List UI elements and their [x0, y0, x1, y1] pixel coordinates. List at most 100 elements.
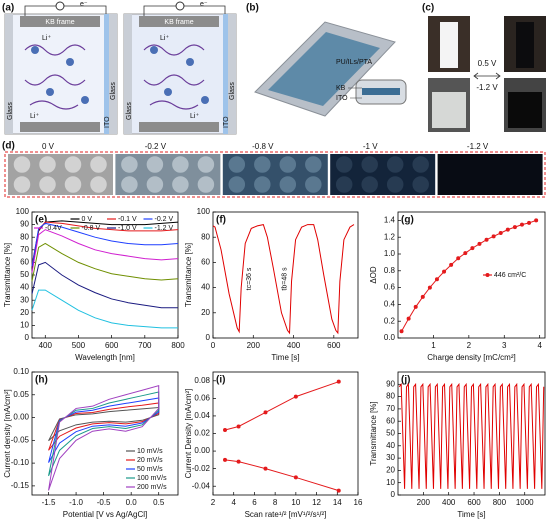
legend-label: -0.1 V — [118, 216, 137, 223]
legend-label: 446 cm²/C — [494, 272, 526, 279]
dish — [88, 174, 109, 195]
x-tick-label: 2 — [211, 498, 216, 507]
x-tick-label: 14 — [333, 498, 342, 507]
marker — [442, 269, 447, 274]
marker — [527, 220, 532, 225]
y-tick-label: 0.06 — [194, 393, 210, 402]
y-tick-label: 80 — [20, 232, 29, 241]
panel-label: (h) — [35, 375, 48, 386]
y-tick-label: 0.00 — [194, 446, 210, 455]
glass — [5, 14, 13, 134]
dish — [63, 174, 83, 195]
x-tick-label: -1.5 — [42, 498, 56, 507]
y-tick-label: 20 — [201, 308, 210, 317]
kb-bar — [139, 16, 219, 27]
marker — [336, 379, 341, 384]
y-tick-label: 20 — [386, 466, 395, 475]
photo-beaker — [508, 92, 542, 128]
y-tick-label: 50 — [386, 429, 395, 438]
marker — [449, 262, 454, 267]
x-tick-label: 6 — [252, 498, 257, 507]
y-tick-label: 90 — [20, 220, 29, 229]
y-tick-label: 30 — [20, 295, 29, 304]
y-tick-label: 0.10 — [13, 367, 29, 376]
marker — [263, 410, 268, 415]
x-tick-label: 0.0 — [126, 498, 138, 507]
panel-d: (d) — [2, 141, 546, 198]
voltage-label: 0 V — [42, 142, 55, 151]
marker — [427, 285, 432, 290]
x-axis-label: Time [s] — [271, 353, 299, 362]
dish — [252, 154, 273, 175]
y-tick-label: 0.6 — [384, 283, 396, 292]
y-tick-label: 60 — [386, 416, 395, 425]
y-tick-label: 50 — [20, 270, 29, 279]
series-line — [212, 224, 355, 335]
voltage-label: -1.2 V — [476, 83, 498, 92]
y-tick-label: 0.2 — [384, 316, 396, 325]
marker — [420, 294, 425, 299]
dish — [12, 154, 32, 175]
marker — [236, 459, 241, 464]
dish — [63, 154, 83, 175]
y-tick-label: 70 — [20, 245, 29, 254]
panel-label: (c) — [422, 3, 434, 14]
x-tick-label: 8 — [273, 498, 278, 507]
dish — [278, 154, 298, 175]
kb-label: KB frame — [45, 19, 74, 26]
photo-beaker — [432, 92, 466, 128]
panel-label: (f) — [216, 215, 226, 226]
plot-frame — [397, 211, 546, 339]
dish — [278, 174, 298, 195]
marker — [293, 394, 298, 399]
voltage-label: -1 V — [363, 142, 378, 151]
panel-label: (b) — [246, 3, 259, 14]
y-tick-label: -0.05 — [11, 435, 30, 444]
y-axis-label: Current Density [mA/cm²] — [184, 389, 193, 479]
kb-label: KB frame — [164, 19, 193, 26]
dish — [196, 154, 216, 175]
marker — [491, 234, 496, 239]
panel-label: (d) — [2, 141, 15, 152]
dish — [303, 174, 324, 195]
y-tick-label: 0 — [25, 333, 30, 342]
series-line — [31, 242, 179, 282]
cell-box — [4, 13, 118, 135]
y-tick-label: 0 — [391, 490, 396, 499]
y-tick-label: 70 — [386, 404, 395, 413]
x-tick-label: -1.0 — [69, 498, 83, 507]
y-tick-label: 0.02 — [194, 429, 210, 438]
dish — [119, 154, 140, 175]
marker — [413, 304, 418, 309]
y-tick-label: 20 — [20, 308, 29, 317]
marker — [456, 256, 461, 261]
y-tick-label: 100 — [16, 207, 30, 216]
panel-label: (j) — [401, 375, 410, 386]
voltage-label: -0.8 V — [252, 142, 274, 151]
kb-label: KB — [336, 85, 346, 92]
marker — [399, 329, 404, 334]
dish — [227, 174, 247, 195]
legend-label: 10 mV/s — [137, 448, 163, 455]
x-tick-label: 700 — [138, 341, 152, 350]
glass-label: Glass — [126, 102, 133, 120]
legend-label: 200 mV/s — [137, 484, 167, 491]
photo-film — [516, 22, 534, 68]
y-tick-label: 80 — [201, 232, 210, 241]
marker — [236, 424, 241, 429]
glass — [109, 14, 117, 134]
dish — [196, 174, 216, 195]
x-tick-label: 12 — [312, 498, 321, 507]
dish — [145, 154, 165, 175]
marker — [463, 251, 468, 256]
dish — [37, 154, 58, 175]
x-tick-label: 4 — [537, 341, 542, 350]
dish — [303, 154, 324, 175]
dish — [170, 154, 191, 175]
x-tick-label: 800 — [493, 498, 507, 507]
y-axis-label: Transmittance [%] — [3, 243, 12, 307]
dish — [359, 174, 380, 195]
marker — [223, 427, 228, 432]
panel-label: (i) — [216, 375, 225, 386]
y-tick-label: 0.0 — [384, 333, 396, 342]
